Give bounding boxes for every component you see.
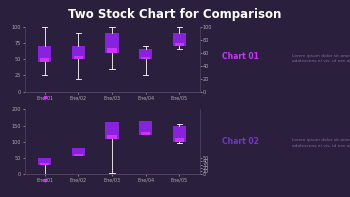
Text: Lorem ipsum dolor sit amet, simul
adolescens ei vis, id nec artem interesset.: Lorem ipsum dolor sit amet, simul adoles… <box>292 54 350 63</box>
Bar <box>173 126 186 142</box>
Bar <box>74 154 83 156</box>
Bar <box>72 46 85 59</box>
Text: Chart 02: Chart 02 <box>222 137 259 146</box>
Bar <box>107 48 117 53</box>
Bar <box>141 132 150 135</box>
Bar <box>139 49 152 59</box>
Bar <box>107 135 117 139</box>
Bar <box>74 56 83 59</box>
Bar <box>139 121 152 135</box>
Bar <box>175 138 184 142</box>
Bar <box>173 33 186 46</box>
Bar <box>175 43 184 46</box>
Bar <box>38 46 51 62</box>
Bar <box>40 163 49 165</box>
Text: Lorem ipsum dolor sit amet, simul
adolescens ei vis, id nec artem interesset.: Lorem ipsum dolor sit amet, simul adoles… <box>292 138 350 148</box>
Text: Two Stock Chart for Comparison: Two Stock Chart for Comparison <box>68 8 282 21</box>
Bar <box>141 57 150 59</box>
Bar <box>72 148 85 156</box>
Bar <box>105 33 119 53</box>
Bar <box>38 158 51 165</box>
Bar <box>40 58 49 62</box>
Bar <box>105 122 119 139</box>
Text: Chart 01: Chart 01 <box>222 52 259 61</box>
